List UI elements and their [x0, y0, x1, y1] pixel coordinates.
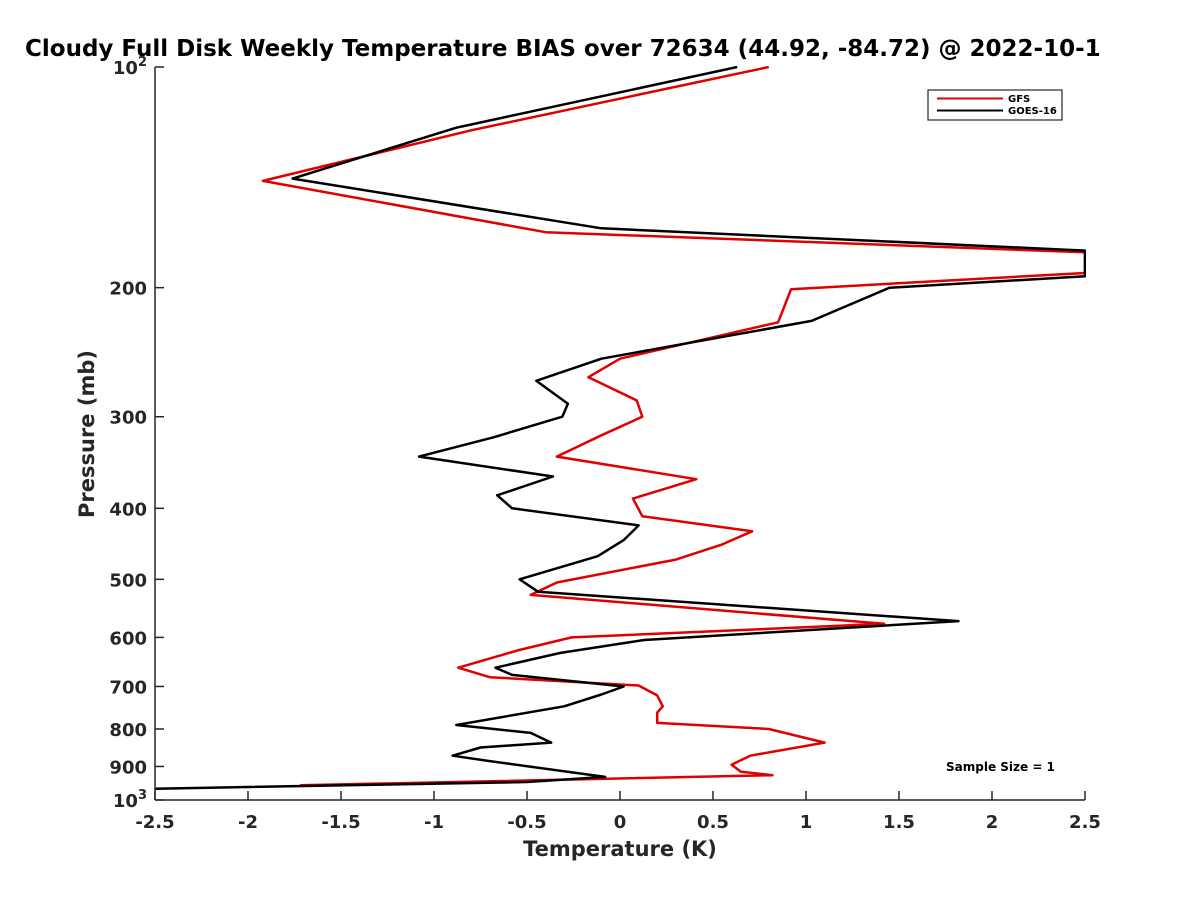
y-tick-label: 102: [113, 55, 147, 79]
legend-label-goes16: GOES-16: [1008, 106, 1057, 117]
x-tick-label: 2.5: [1069, 812, 1101, 833]
series-line-goes16: [154, 66, 1086, 790]
legend: GFS GOES-16: [927, 89, 1063, 121]
y-tick-label: 800: [109, 720, 147, 741]
sample-size-annotation: Sample Size = 1: [946, 760, 1055, 774]
x-tick-label: 0.5: [697, 812, 729, 833]
x-tick-label: -2.5: [135, 812, 174, 833]
y-tick-label: 200: [109, 279, 147, 300]
series-line-gfs: [261, 66, 1086, 787]
x-tick-label: 2: [986, 812, 999, 833]
legend-box: [927, 89, 1063, 121]
x-tick-label: -1.5: [321, 812, 360, 833]
x-tick-label: 1: [800, 812, 813, 833]
x-tick-label: -2: [238, 812, 258, 833]
axes-layer: -2.5 -2 -1.5 -1 -0.5 0 0.5 1 1.5 2 2.5 102 200 300 400…: [109, 55, 1101, 833]
x-tick-label: 0: [614, 812, 627, 833]
legend-label-gfs: GFS: [1008, 94, 1030, 105]
y-tick-label: 900: [109, 757, 147, 778]
y-axis-label: Pressure (mb): [75, 350, 99, 518]
x-tick-label: -1: [424, 812, 444, 833]
x-tick-label: 1.5: [883, 812, 915, 833]
y-tick-label: 600: [109, 628, 147, 649]
y-tick-label: 500: [109, 570, 147, 591]
x-tick-label: -0.5: [507, 812, 546, 833]
y-tick-label: 700: [109, 677, 147, 698]
y-tick-label: 103: [113, 788, 147, 812]
y-tick-label: 300: [109, 408, 147, 429]
x-axis-label: Temperature (K): [523, 837, 717, 861]
series-layer: [154, 66, 1086, 790]
chart-title: Cloudy Full Disk Weekly Temperature BIAS…: [25, 36, 1101, 62]
y-tick-label: 400: [109, 499, 147, 520]
